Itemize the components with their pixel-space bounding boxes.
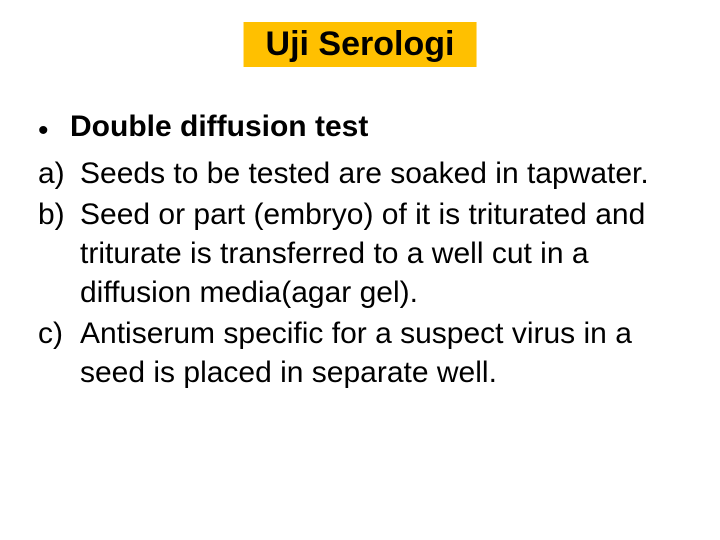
list-item: c) Antiserum specific for a suspect viru… bbox=[38, 314, 680, 392]
bullet-text: Double diffusion test bbox=[70, 108, 368, 146]
list-marker-c: c) bbox=[38, 314, 80, 353]
list-text-b: Seed or part (embryo) of it is triturate… bbox=[80, 195, 680, 312]
list-item: b) Seed or part (embryo) of it is tritur… bbox=[38, 195, 680, 312]
bullet-item: • Double diffusion test bbox=[38, 108, 680, 150]
slide-content: • Double diffusion test a) Seeds to be t… bbox=[38, 108, 680, 394]
bullet-marker: • bbox=[38, 108, 70, 150]
list-marker-a: a) bbox=[38, 154, 80, 193]
list-marker-b: b) bbox=[38, 195, 80, 234]
slide-title: Uji Serologi bbox=[244, 22, 477, 67]
list-text-c: Antiserum specific for a suspect virus i… bbox=[80, 314, 680, 392]
list-text-a: Seeds to be tested are soaked in tapwate… bbox=[80, 154, 649, 193]
list-item: a) Seeds to be tested are soaked in tapw… bbox=[38, 154, 680, 193]
